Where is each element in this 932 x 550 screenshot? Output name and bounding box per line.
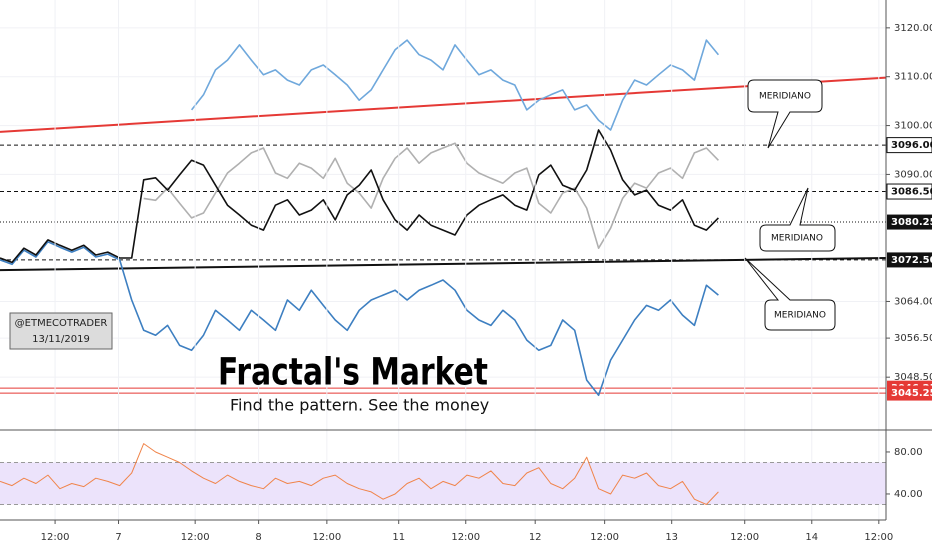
x-tick-label: 12:00: [590, 532, 619, 543]
chart-title: Fractal's Market: [218, 351, 488, 394]
x-tick-label: 12:00: [41, 532, 70, 543]
y-tick-label: 3110.00: [894, 72, 932, 83]
x-tick-label: 14: [805, 532, 818, 543]
x-tick-label: 12:00: [864, 532, 893, 543]
series-line: [143, 142, 719, 249]
callout: MERIDIANO: [744, 257, 836, 331]
callout: MERIDIANO: [759, 187, 836, 252]
y-tick-label: 3120.00: [894, 23, 932, 34]
y-tick-label: 80.00: [894, 447, 923, 458]
level-tag: [886, 183, 932, 200]
rsi-band: [0, 462, 886, 505]
watermark-box: [9, 312, 113, 350]
callout-shape: [747, 79, 823, 149]
level-label: 3072.50: [891, 255, 932, 266]
series-line: [0, 443, 719, 505]
level-tag: [886, 137, 932, 154]
y-tick-label: 3064.00: [894, 296, 932, 307]
trendline: [0, 76, 887, 133]
level-label: 3096.00: [891, 140, 932, 151]
x-tick-label: 12: [529, 532, 542, 543]
callout-text: MERIDIANO: [759, 92, 811, 102]
series-line: [0, 129, 719, 264]
level-label: 3086.50: [891, 187, 932, 198]
x-tick-label: 12:00: [312, 532, 341, 543]
x-tick-label: 11: [392, 532, 405, 543]
level-tag: [887, 385, 932, 401]
level-label: 3045.25: [891, 388, 932, 399]
x-tick-label: 12:00: [181, 532, 210, 543]
level-tag: [887, 252, 932, 268]
x-tick-label: 12:00: [451, 532, 480, 543]
x-tick-label: 8: [255, 532, 261, 543]
callout-text: MERIDIANO: [771, 234, 823, 244]
chart-subtitle: Find the pattern. See the money: [230, 396, 489, 415]
y-tick-label: 3090.00: [894, 169, 932, 180]
y-tick-label: 3100.00: [894, 121, 932, 132]
x-tick-label: 12:00: [730, 532, 759, 543]
level-tag: [887, 214, 932, 230]
y-tick-label: 3056.50: [894, 333, 932, 344]
callout-shape: [759, 187, 836, 252]
y-tick-label: 40.00: [894, 489, 923, 500]
callout-text: MERIDIANO: [774, 311, 826, 321]
series-line: [0, 241, 719, 397]
series-line: [190, 39, 720, 131]
callout: MERIDIANO: [747, 79, 823, 149]
level-label: 3080.25: [891, 217, 932, 228]
y-tick-label: 3048.50: [894, 372, 932, 383]
x-tick-label: 7: [115, 532, 121, 543]
watermark-text: @ETMECOTRADER: [15, 318, 108, 329]
x-tick-label: 13: [665, 532, 678, 543]
callout-shape: [744, 257, 836, 331]
watermark-text: 13/11/2019: [32, 334, 90, 345]
